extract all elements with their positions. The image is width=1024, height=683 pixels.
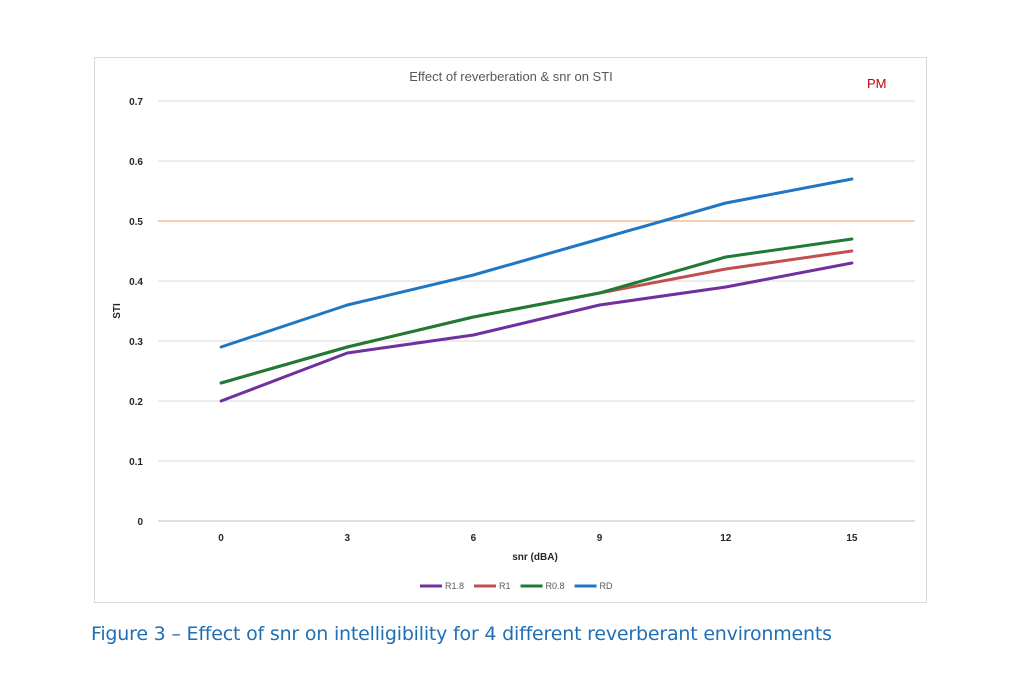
legend-label: R1 — [499, 581, 511, 591]
y-tick-label: 0 — [137, 517, 143, 528]
series-lines — [219, 177, 854, 403]
y-tick-label: 0.1 — [129, 457, 143, 468]
corner-mark: PM — [867, 76, 887, 91]
legend-label: RD — [600, 581, 613, 591]
series-line-r1-8 — [219, 261, 854, 403]
gridlines — [158, 100, 915, 522]
legend-item: R0.8 — [520, 581, 565, 591]
x-axis-label: snr (dBA) — [512, 552, 558, 563]
x-tick-labels: 0 3 6 9 12 15 — [218, 533, 858, 544]
chart-frame: Effect of reverberation & snr on STI PM … — [94, 57, 927, 603]
legend: R1.8 R1 R0.8 RD — [420, 581, 613, 591]
series-line-r0-8 — [219, 237, 854, 385]
y-tick-label: 0.2 — [129, 397, 143, 408]
y-tick-label: 0.5 — [129, 217, 143, 228]
series-line-rd — [219, 177, 854, 349]
legend-label: R1.8 — [445, 581, 464, 591]
x-tick-label: 3 — [344, 533, 350, 544]
line-chart: Effect of reverberation & snr on STI PM … — [112, 69, 915, 591]
y-tick-label: 0.4 — [129, 277, 143, 288]
y-tick-labels: 0 0.1 0.2 0.3 0.4 0.5 0.6 0.7 — [129, 97, 143, 528]
y-tick-label: 0.3 — [129, 337, 143, 348]
y-tick-label: 0.7 — [129, 97, 143, 108]
figure-caption: Figure 3 – Effect of snr on intelligibil… — [91, 623, 832, 645]
y-axis-label: STI — [112, 303, 123, 319]
legend-item: R1 — [474, 581, 511, 591]
legend-item: RD — [574, 581, 613, 591]
x-tick-label: 9 — [597, 533, 603, 544]
x-tick-label: 12 — [720, 533, 732, 544]
chart-title: Effect of reverberation & snr on STI — [409, 69, 613, 84]
x-tick-label: 15 — [846, 533, 858, 544]
legend-label: R0.8 — [546, 581, 565, 591]
legend-item: R1.8 — [420, 581, 464, 591]
y-tick-label: 0.6 — [129, 157, 143, 168]
x-tick-label: 6 — [471, 533, 477, 544]
x-tick-label: 0 — [218, 533, 224, 544]
